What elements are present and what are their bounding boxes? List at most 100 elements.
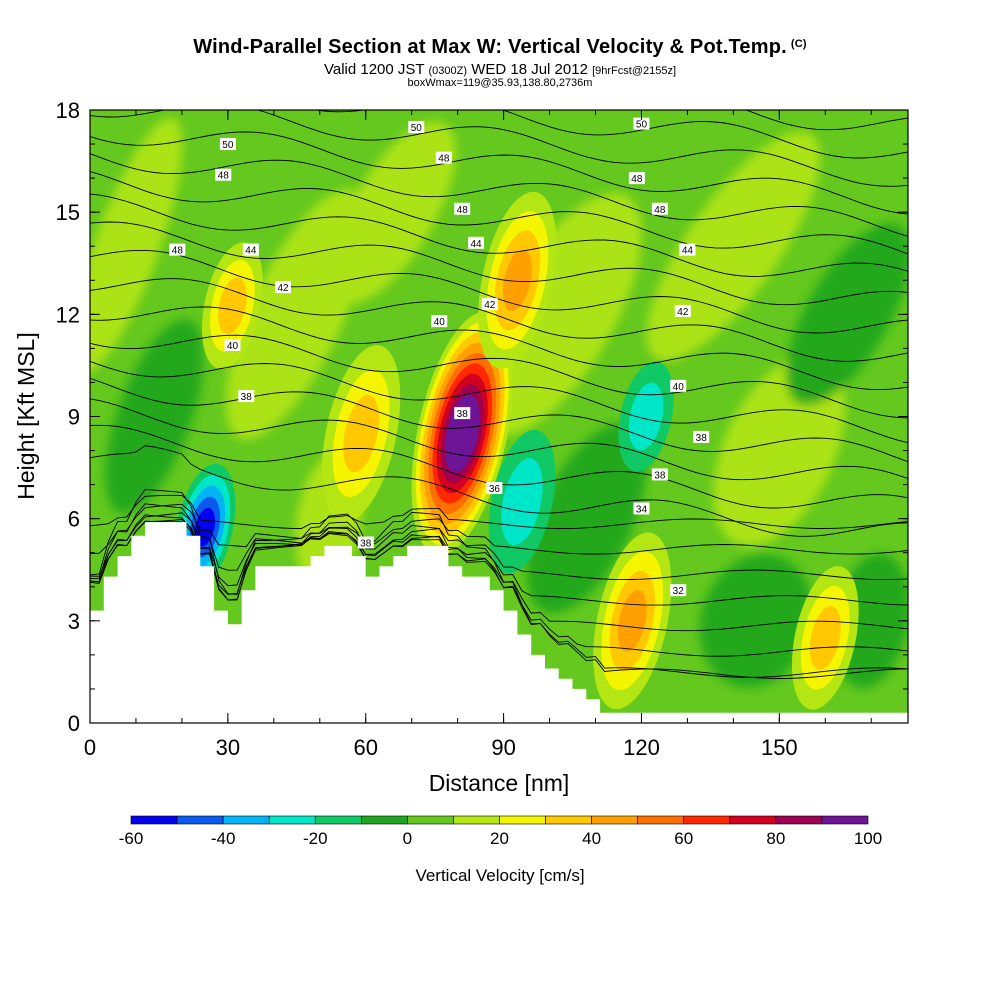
updraft-core <box>322 345 401 522</box>
theta-isoline <box>90 445 908 537</box>
contour-label: 48 <box>435 151 452 165</box>
colorbar-tick-label: -40 <box>211 829 236 848</box>
theta-isoline <box>90 306 908 391</box>
colorbar-tick-label: 0 <box>403 829 412 848</box>
chart-subtitle-2: boxWmax=119@35.93,138.80,2736m <box>407 77 593 89</box>
theta-isoline <box>90 518 908 606</box>
updraft-core <box>478 191 557 369</box>
contour-label: 38 <box>651 468 668 481</box>
colorbar-swatch <box>222 815 270 825</box>
contour-label: 42 <box>674 304 691 318</box>
contour-label: 48 <box>454 202 471 216</box>
svg-text:38: 38 <box>696 433 708 444</box>
svg-text:40: 40 <box>434 317 446 328</box>
svg-text:50: 50 <box>411 123 423 134</box>
theta-isoline <box>90 153 908 237</box>
x-tick-label: 90 <box>491 735 515 760</box>
colorbar-swatch <box>591 815 638 825</box>
colorbar-tick-label: 40 <box>582 829 601 848</box>
colorbar-tick-label: 20 <box>490 829 509 848</box>
svg-text:50: 50 <box>636 120 648 131</box>
y-tick-label: 6 <box>68 507 80 532</box>
colorbar-swatch <box>775 815 823 825</box>
contour-label: 50 <box>408 121 425 134</box>
svg-text:44: 44 <box>682 246 694 257</box>
downdraft-core <box>618 361 674 472</box>
svg-text:48: 48 <box>631 174 643 185</box>
updraft-core <box>593 532 672 710</box>
svg-text:48: 48 <box>438 154 450 165</box>
x-tick-label: 0 <box>84 735 96 760</box>
colorbar-swatch <box>545 815 592 825</box>
contour-label: 44 <box>242 243 259 257</box>
contour-label: 48 <box>169 243 186 257</box>
theta-isoline <box>313 110 908 159</box>
contour-label: 36 <box>486 482 503 495</box>
theta-isoline <box>90 360 908 444</box>
contour-label: 44 <box>468 236 485 250</box>
contour-label: 34 <box>633 502 650 515</box>
svg-text:42: 42 <box>677 307 689 318</box>
colorbar-swatch <box>361 815 408 825</box>
texture-band <box>475 193 642 436</box>
contour-label: 48 <box>628 172 645 185</box>
colorbar-swatch <box>130 815 178 825</box>
colorbar-tick-label: -20 <box>303 829 328 848</box>
theta-isoline <box>90 249 908 334</box>
contour-label: 38 <box>238 390 255 403</box>
svg-text:44: 44 <box>245 246 257 257</box>
svg-text:38: 38 <box>360 539 372 550</box>
contour-label: 48 <box>651 202 668 216</box>
x-tick-label: 30 <box>216 735 240 760</box>
colorbar-tick-label: 60 <box>674 829 693 848</box>
contour-label: 40 <box>224 338 241 352</box>
texture-band <box>699 554 814 688</box>
theta-isoline <box>90 131 908 215</box>
terrain-mask <box>90 522 908 723</box>
svg-text:36: 36 <box>489 484 501 495</box>
colorbar-tick-label: -60 <box>119 829 144 848</box>
contour-label: 40 <box>431 315 448 328</box>
updraft-core <box>411 311 513 556</box>
colorbar-swatch <box>176 815 224 825</box>
colorbar-swatch <box>453 815 500 825</box>
theta-isoline <box>90 278 908 362</box>
chart-subtitle: Valid 1200 JST (0300Z) WED 18 Jul 2012 [… <box>323 61 677 78</box>
contour-label: 42 <box>481 298 498 311</box>
colorbar-swatch <box>268 815 316 825</box>
colorbar-swatch <box>314 815 362 825</box>
texture-band <box>90 117 183 375</box>
contour-label: 44 <box>679 243 696 257</box>
colorbar-swatch <box>683 815 731 825</box>
theta-isoline <box>90 221 908 306</box>
contour-label: 32 <box>670 584 687 597</box>
downdraft-core <box>488 429 556 574</box>
contour-label: 50 <box>633 117 650 131</box>
theta-isoline <box>90 193 908 277</box>
x-axis-label: Distance [nm] <box>429 770 570 796</box>
theta-isoline <box>90 398 908 481</box>
updraft-core <box>201 242 263 370</box>
texture-band <box>105 319 204 514</box>
theta-isoline <box>90 503 908 555</box>
theta-isoline <box>90 520 908 632</box>
y-tick-label: 3 <box>68 609 80 634</box>
theta-isoline <box>90 334 908 419</box>
colorbar-swatch <box>407 815 454 825</box>
svg-text:48: 48 <box>457 205 469 216</box>
contour-label: 48 <box>215 168 232 182</box>
svg-text:34: 34 <box>636 504 648 515</box>
contour-labels: 50 50 50 48 48 48 48 48 48 44 44 44 42 42 42 40 40 40 38 38… <box>169 117 710 597</box>
theta-isoline <box>90 512 908 581</box>
colorbar-swatch <box>729 815 777 825</box>
theta-isoline <box>90 377 908 463</box>
y-tick-label: 18 <box>56 98 80 123</box>
svg-text:48: 48 <box>218 171 230 182</box>
svg-text:48: 48 <box>172 246 184 257</box>
texture-band <box>646 131 821 361</box>
y-tick-label: 0 <box>68 711 80 736</box>
x-tick-label: 120 <box>623 735 660 760</box>
svg-text:44: 44 <box>470 239 482 250</box>
svg-text:38: 38 <box>241 392 253 403</box>
